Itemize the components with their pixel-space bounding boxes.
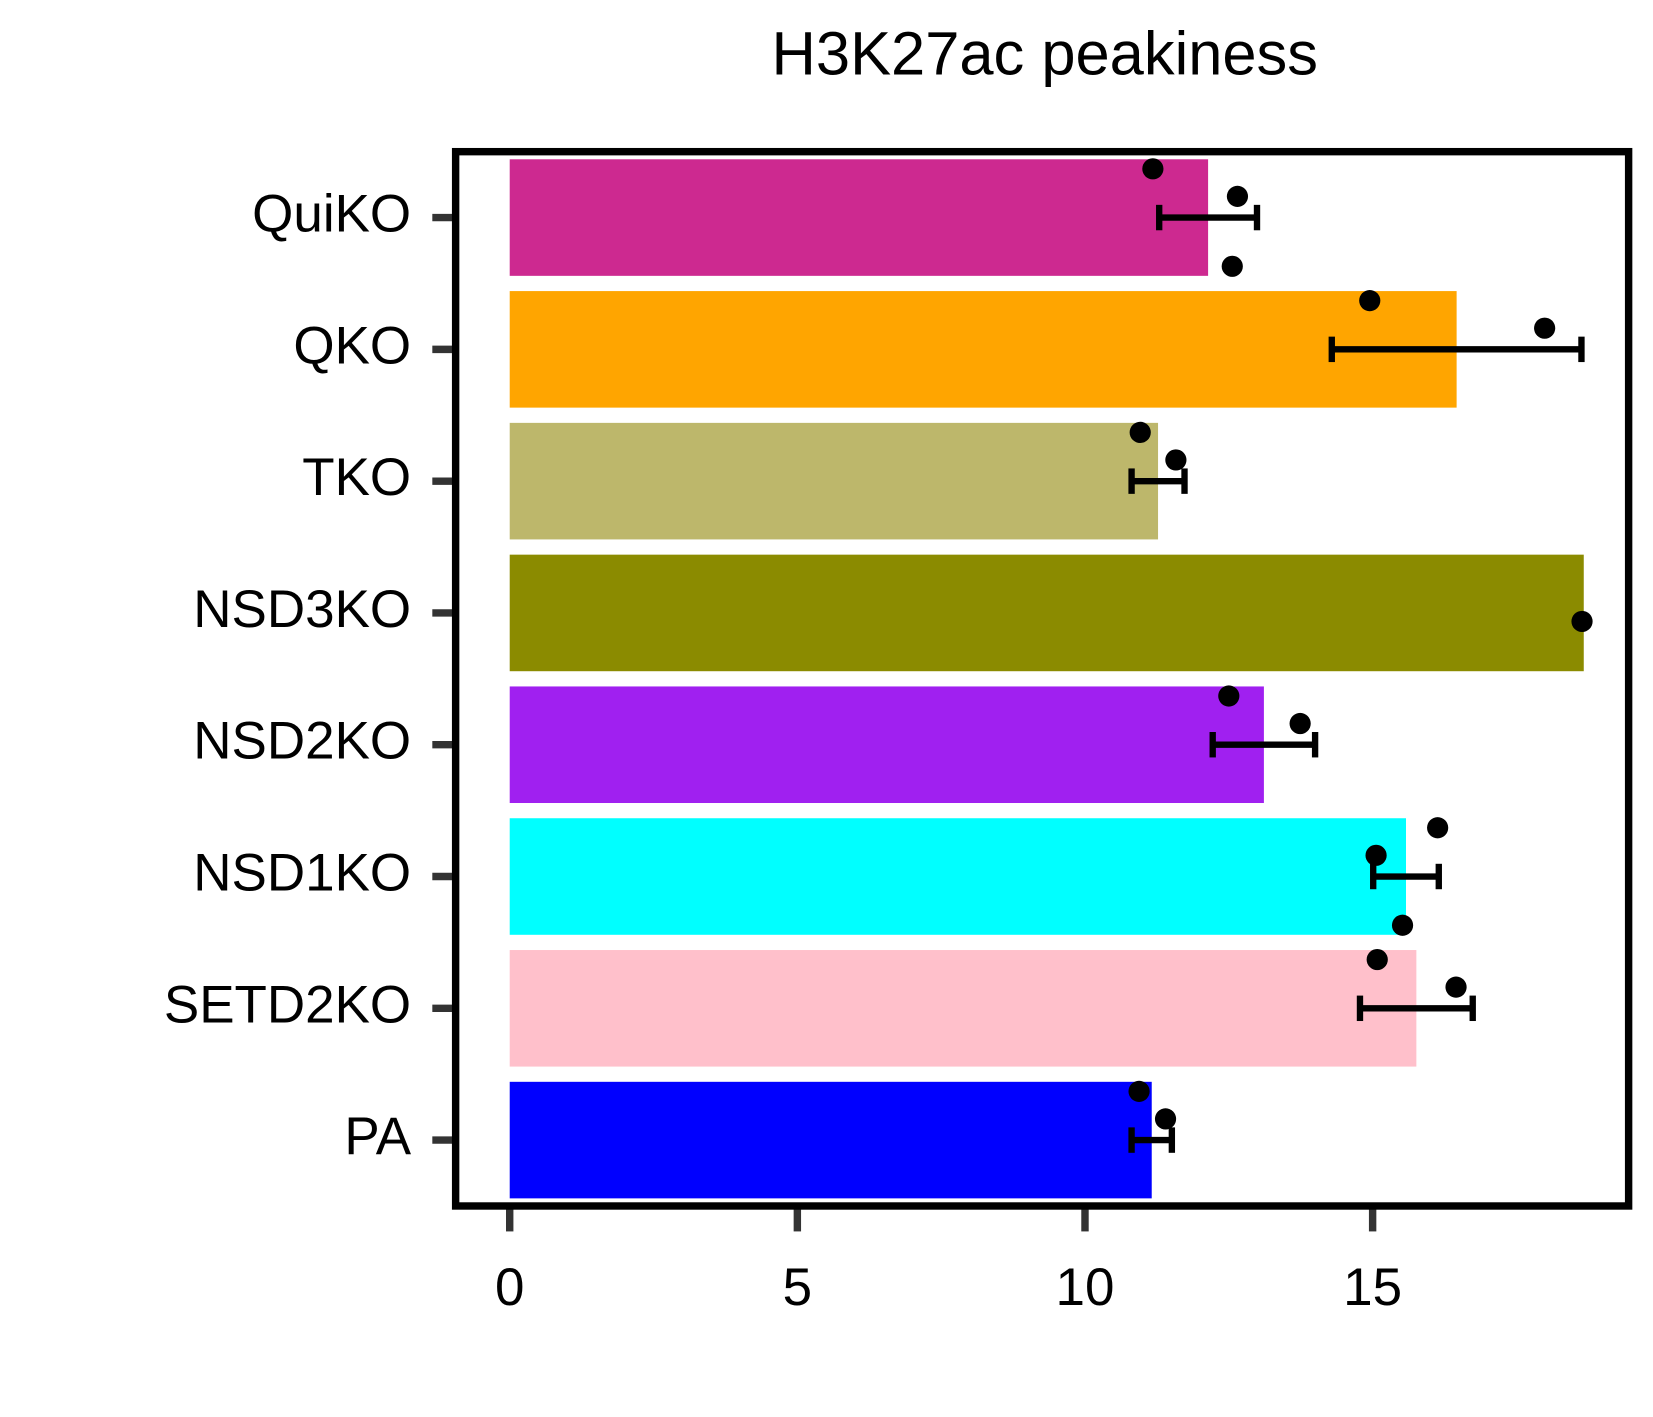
bar: [509, 159, 1209, 276]
y-tick-label: QuiKO: [252, 185, 411, 244]
y-tick-label: NSD1KO: [193, 844, 411, 903]
error-bar: [1128, 468, 1188, 494]
data-point: [1427, 817, 1449, 839]
error-bar: [1209, 732, 1319, 758]
y-tick-label: NSD3KO: [193, 580, 411, 639]
data-point: [1129, 421, 1151, 444]
x-tick-label: 15: [1343, 1258, 1402, 1317]
data-point: [1365, 844, 1387, 866]
bar: [509, 1081, 1152, 1199]
y-tick-label: PA: [344, 1107, 411, 1166]
bar: [509, 291, 1457, 408]
y-tick-label: QKO: [293, 316, 411, 375]
bar: [509, 554, 1584, 672]
x-tick-label: 5: [783, 1258, 812, 1317]
bar: [509, 422, 1159, 540]
data-point: [1289, 712, 1311, 735]
data-point: [1226, 185, 1249, 207]
data-point: [1165, 449, 1187, 471]
error-bar: [1370, 863, 1442, 890]
x-tick-label: 0: [495, 1258, 524, 1317]
bar: [509, 950, 1417, 1067]
chart-title: H3K27ac peakiness: [772, 20, 1318, 89]
bar: [509, 818, 1406, 935]
y-tick-label: SETD2KO: [164, 975, 411, 1034]
x-tick-label: 10: [1056, 1258, 1115, 1317]
data-point: [1359, 290, 1381, 312]
data-point: [1534, 317, 1556, 339]
error-bar: [1156, 204, 1261, 231]
y-tick-label: NSD2KO: [193, 712, 411, 771]
error-bar: [1356, 995, 1476, 1022]
data-point: [1366, 948, 1388, 971]
data-point: [1142, 158, 1164, 180]
data-point: [1221, 255, 1243, 277]
error-bar: [1328, 336, 1585, 363]
data-point: [1571, 610, 1593, 633]
data-point: [1445, 976, 1467, 998]
error-bar: [1128, 1127, 1176, 1153]
y-tick-label: TKO: [302, 448, 411, 507]
plot-frame: [451, 147, 1633, 1210]
data-point: [1218, 685, 1240, 707]
data-point: [1128, 1080, 1150, 1102]
data-point: [1154, 1108, 1177, 1130]
data-point: [1391, 914, 1414, 936]
bar: [509, 686, 1264, 804]
